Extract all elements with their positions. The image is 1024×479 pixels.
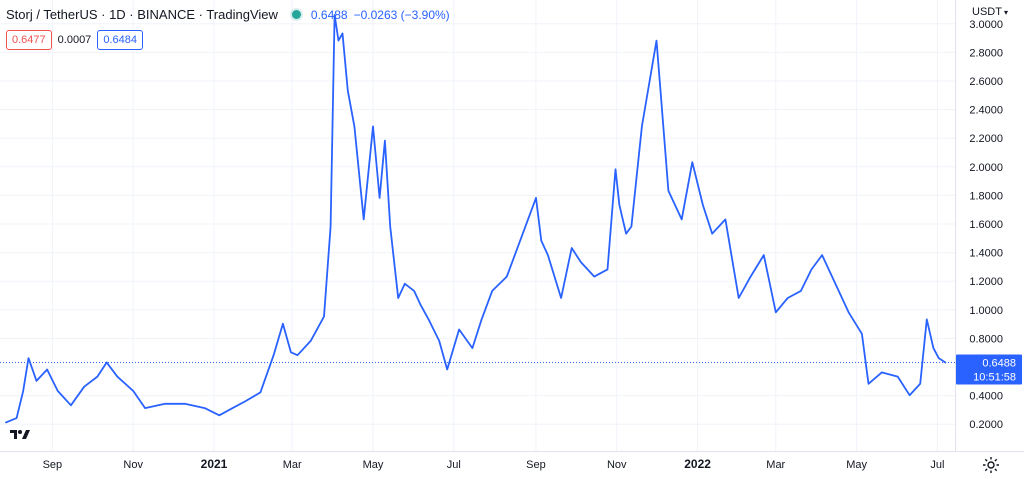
last-price-value: 0.6488	[982, 358, 1016, 370]
chart-header: Storj / TetherUS · 1D · BINANCE · Tradin…	[6, 7, 450, 22]
header-change: −0.0263 (−3.90%)	[353, 7, 450, 22]
x-tick-label: Sep	[526, 459, 546, 471]
x-axis: Sep Nov 2021 Mar May Jul Sep Nov 2022 Mar May Jul	[43, 457, 945, 471]
sell-price-button[interactable]: 0.6477	[6, 30, 52, 50]
x-tick-label: Jul	[447, 459, 461, 471]
y-tick-label: 1.4000	[969, 248, 1003, 260]
symbol-title[interactable]: Storj / TetherUS · 1D · BINANCE · Tradin…	[6, 7, 278, 22]
y-tick-label: 1.0000	[969, 305, 1003, 317]
y-tick-label: 0.4000	[969, 391, 1003, 403]
y-tick-label: 1.8000	[969, 190, 1003, 202]
x-tick-label: 2022	[684, 457, 711, 471]
y-tick-label: 2.2000	[969, 133, 1003, 145]
bar-countdown: 10:51:58	[973, 372, 1016, 384]
gear-icon[interactable]	[981, 455, 1001, 475]
y-tick-label: 2.4000	[969, 105, 1003, 117]
x-tick-label: Sep	[43, 459, 63, 471]
chevron-down-icon: ▾	[1003, 7, 1008, 17]
bid-ask-panel: 0.6477 0.0007 0.6484	[6, 30, 143, 50]
x-tick-label: Mar	[766, 459, 785, 471]
y-tick-label: 3.0000	[969, 19, 1003, 31]
currency-selector[interactable]: USDT ▾	[972, 6, 1008, 18]
x-tick-label: Jul	[930, 459, 944, 471]
header-price: 0.6488	[310, 7, 348, 22]
y-tick-label: 1.2000	[969, 276, 1003, 288]
y-tick-label: 2.0000	[969, 162, 1003, 174]
currency-label: USDT	[972, 6, 1002, 18]
spread-value: 0.0007	[57, 34, 92, 46]
y-tick-label: 0.8000	[969, 333, 1003, 345]
y-tick-label: 2.8000	[969, 47, 1003, 59]
x-tick-label: May	[363, 459, 384, 471]
y-tick-label: 2.6000	[969, 76, 1003, 88]
x-tick-label: Nov	[123, 459, 143, 471]
tradingview-logo-icon[interactable]	[9, 427, 31, 441]
x-tick-label: Nov	[607, 459, 627, 471]
grid-layer	[0, 0, 955, 451]
x-tick-label: May	[846, 459, 867, 471]
last-price-badge	[956, 354, 1022, 385]
price-series-line	[5, 14, 947, 424]
market-open-dot-icon	[291, 10, 301, 19]
y-tick-label: 1.6000	[969, 219, 1003, 231]
buy-price-button[interactable]: 0.6484	[97, 30, 143, 50]
y-tick-label: 0.2000	[969, 419, 1003, 431]
x-tick-label: Mar	[283, 459, 302, 471]
last-price-label-layer: 0.6488 10:51:58	[956, 354, 1022, 385]
x-tick-label: 2021	[201, 457, 228, 471]
